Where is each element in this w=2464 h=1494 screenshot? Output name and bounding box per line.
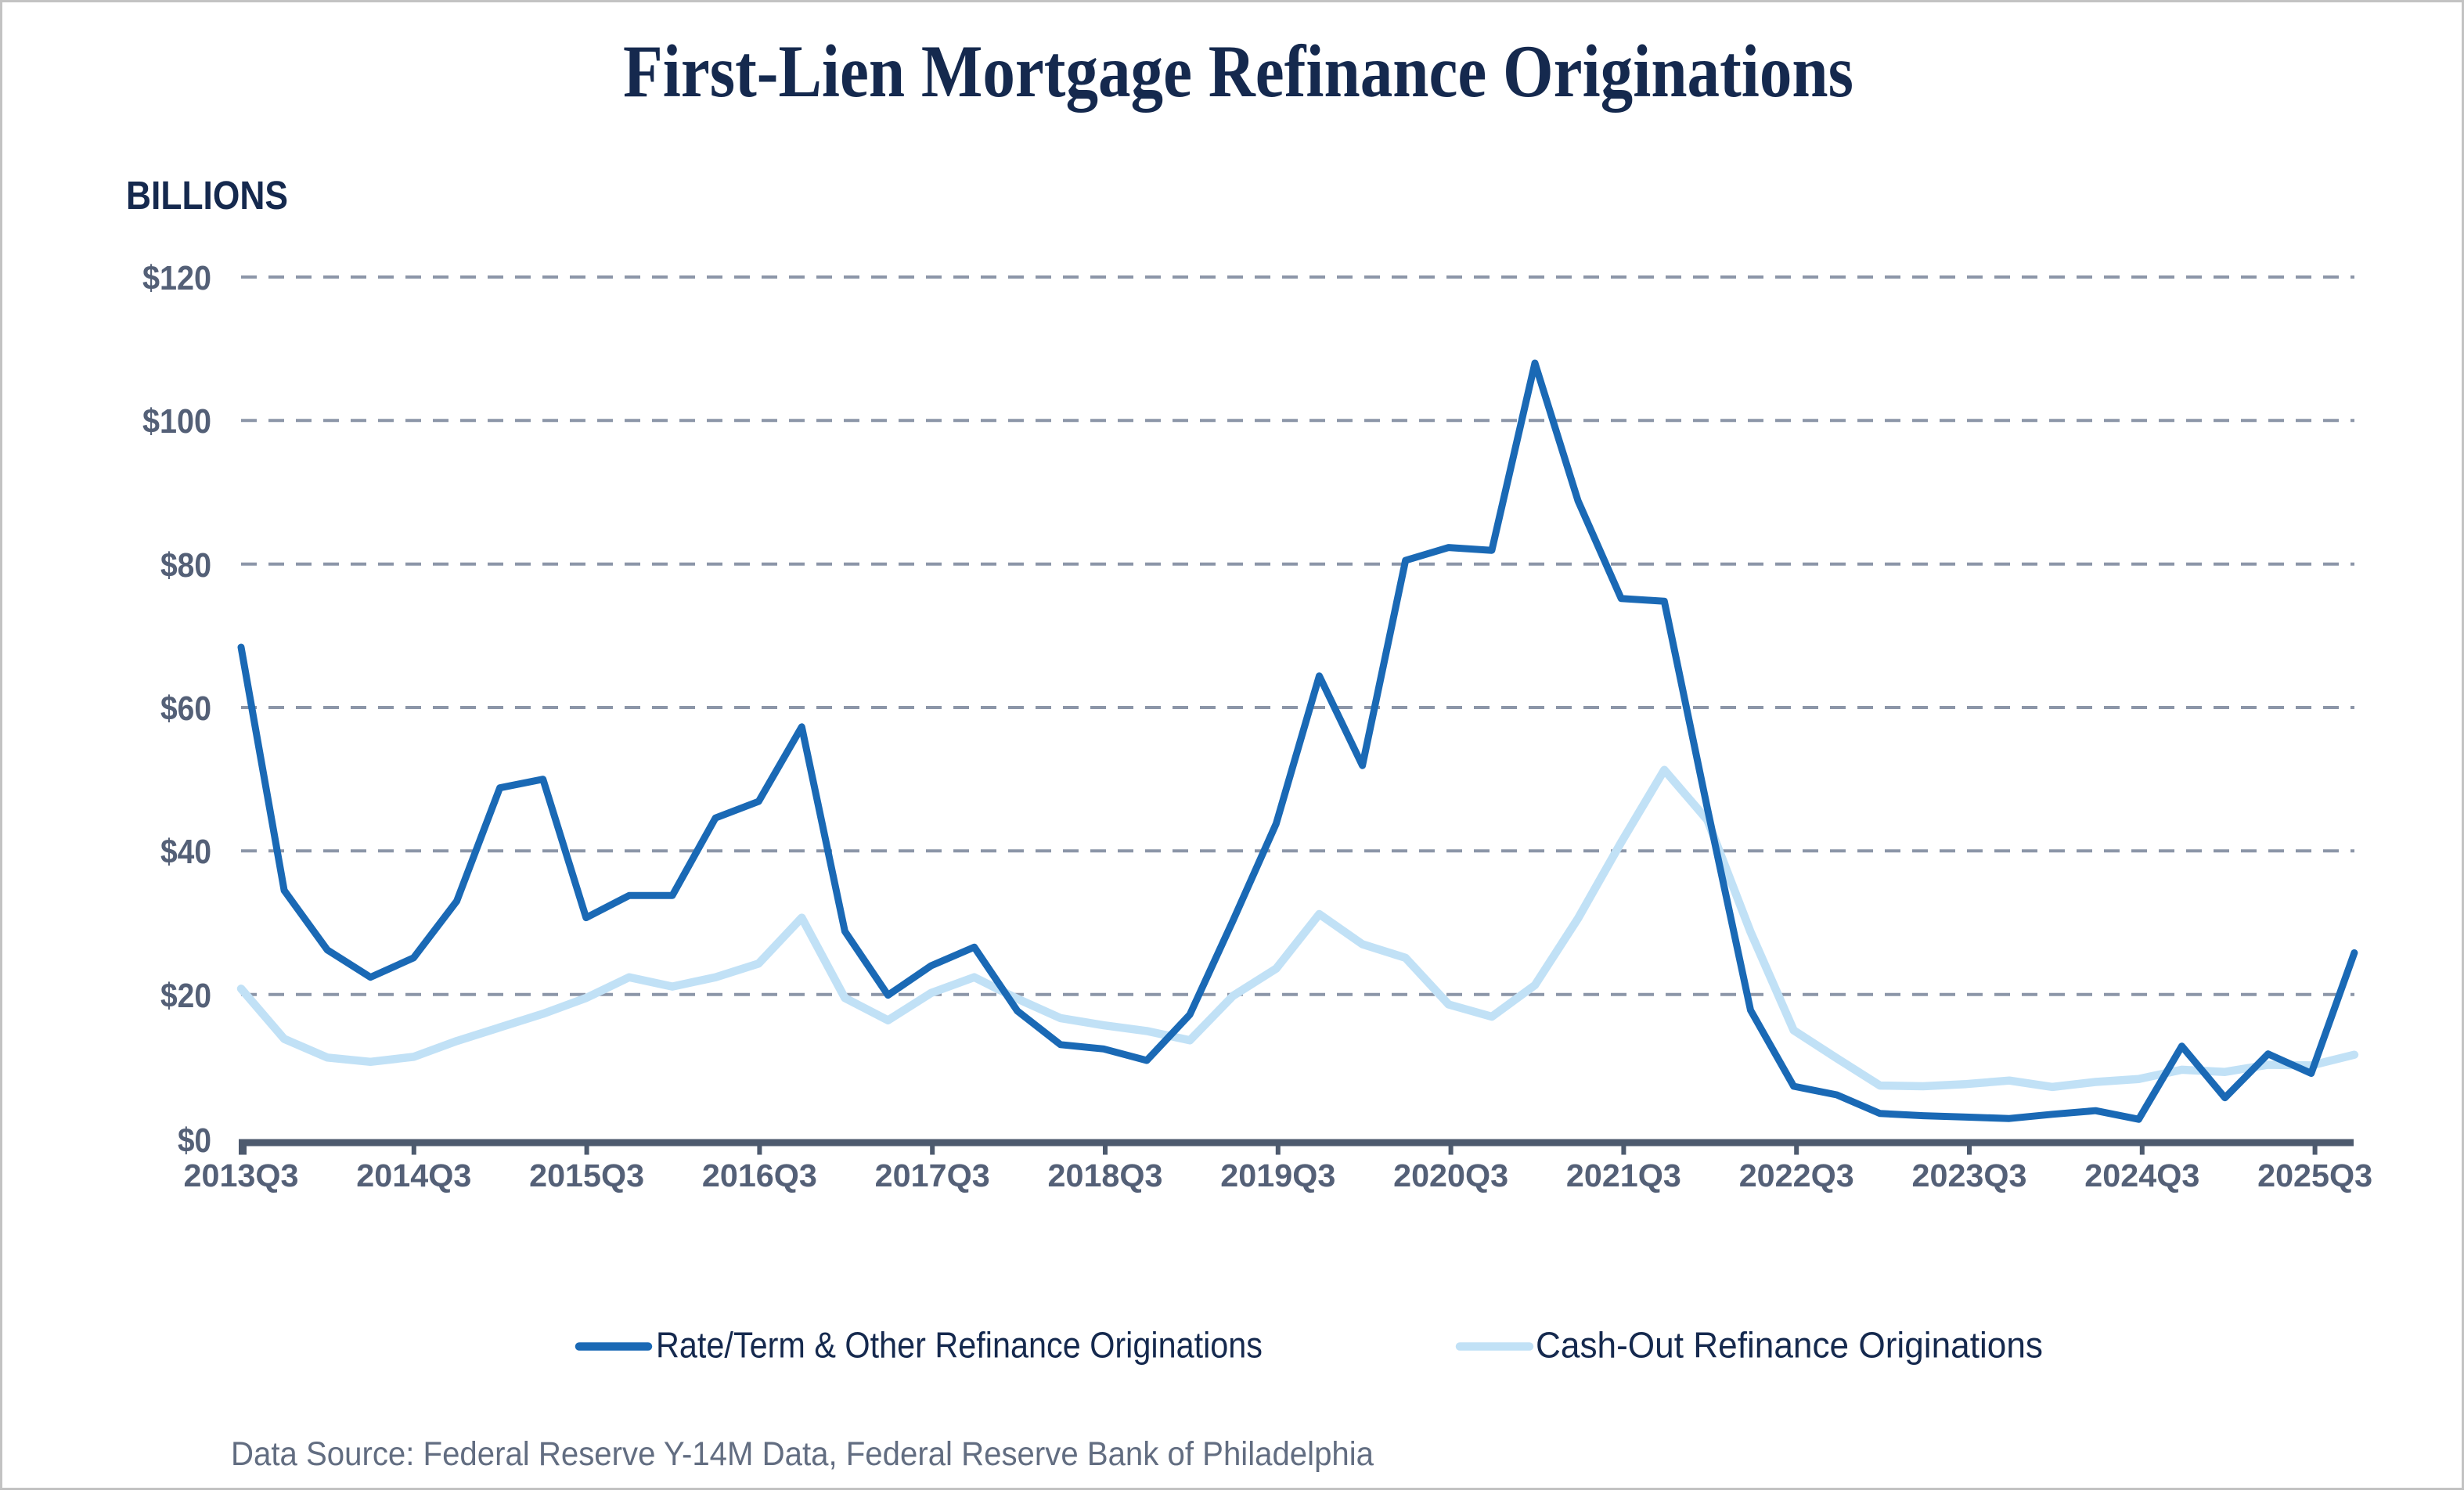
svg-text:2016Q3: 2016Q3 xyxy=(702,1157,817,1193)
svg-text:Data Source: Federal Reserve Y: Data Source: Federal Reserve Y-14M Data,… xyxy=(231,1435,1374,1473)
svg-text:2022Q3: 2022Q3 xyxy=(1739,1157,1854,1193)
svg-text:2018Q3: 2018Q3 xyxy=(1048,1157,1163,1193)
svg-text:$80: $80 xyxy=(160,546,211,585)
svg-text:2013Q3: 2013Q3 xyxy=(184,1157,299,1193)
svg-text:Rate/Term & Other Refinance Or: Rate/Term & Other Refinance Originations xyxy=(656,1325,1263,1366)
svg-text:2019Q3: 2019Q3 xyxy=(1220,1157,1335,1193)
svg-text:2023Q3: 2023Q3 xyxy=(1912,1157,2027,1193)
svg-text:2021Q3: 2021Q3 xyxy=(1566,1157,1681,1193)
svg-text:2020Q3: 2020Q3 xyxy=(1393,1157,1508,1193)
svg-text:2015Q3: 2015Q3 xyxy=(529,1157,644,1193)
svg-text:$20: $20 xyxy=(160,977,211,1015)
svg-text:2025Q3: 2025Q3 xyxy=(2257,1157,2372,1193)
svg-text:Cash-Out Refinance Origination: Cash-Out Refinance Originations xyxy=(1536,1325,2043,1366)
svg-text:BILLIONS: BILLIONS xyxy=(126,173,288,218)
svg-text:$60: $60 xyxy=(160,689,211,728)
svg-text:$40: $40 xyxy=(160,833,211,871)
svg-text:2014Q3: 2014Q3 xyxy=(356,1157,471,1193)
svg-text:$0: $0 xyxy=(178,1121,211,1160)
svg-text:2017Q3: 2017Q3 xyxy=(875,1157,990,1193)
svg-text:2024Q3: 2024Q3 xyxy=(2084,1157,2199,1193)
svg-text:First-Lien Mortgage Refinance: First-Lien Mortgage Refinance Originatio… xyxy=(623,30,1853,113)
svg-text:$100: $100 xyxy=(142,402,211,441)
svg-text:$120: $120 xyxy=(142,259,211,297)
